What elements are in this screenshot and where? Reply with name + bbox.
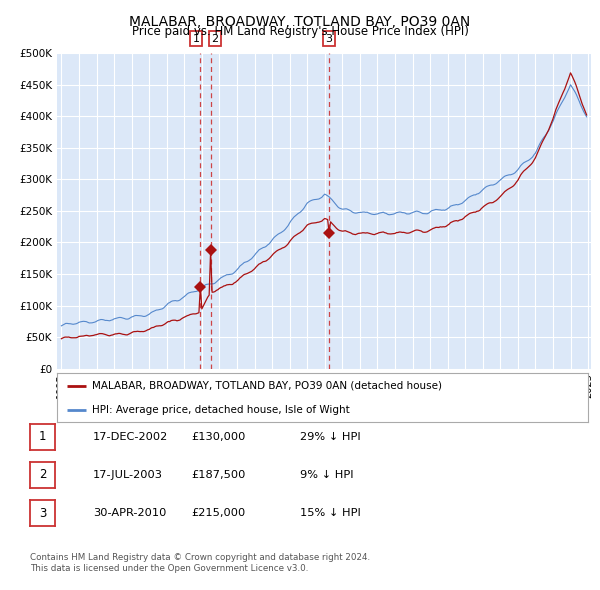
Text: 3: 3 bbox=[326, 34, 332, 44]
Text: £215,000: £215,000 bbox=[192, 509, 246, 518]
Text: 2: 2 bbox=[211, 34, 218, 44]
Text: Price paid vs. HM Land Registry's House Price Index (HPI): Price paid vs. HM Land Registry's House … bbox=[131, 25, 469, 38]
Text: 1: 1 bbox=[193, 34, 199, 44]
Text: 2: 2 bbox=[39, 468, 46, 481]
Text: 17-JUL-2003: 17-JUL-2003 bbox=[93, 470, 163, 480]
Text: HPI: Average price, detached house, Isle of Wight: HPI: Average price, detached house, Isle… bbox=[92, 405, 349, 415]
Text: 1: 1 bbox=[39, 430, 46, 443]
Text: MALABAR, BROADWAY, TOTLAND BAY, PO39 0AN: MALABAR, BROADWAY, TOTLAND BAY, PO39 0AN bbox=[130, 15, 470, 29]
Text: 29% ↓ HPI: 29% ↓ HPI bbox=[300, 432, 361, 441]
Text: 15% ↓ HPI: 15% ↓ HPI bbox=[300, 509, 361, 518]
Text: 9% ↓ HPI: 9% ↓ HPI bbox=[300, 470, 353, 480]
Text: 3: 3 bbox=[39, 507, 46, 520]
Text: This data is licensed under the Open Government Licence v3.0.: This data is licensed under the Open Gov… bbox=[30, 565, 308, 573]
Text: 30-APR-2010: 30-APR-2010 bbox=[93, 509, 166, 518]
Text: Contains HM Land Registry data © Crown copyright and database right 2024.: Contains HM Land Registry data © Crown c… bbox=[30, 553, 370, 562]
Text: MALABAR, BROADWAY, TOTLAND BAY, PO39 0AN (detached house): MALABAR, BROADWAY, TOTLAND BAY, PO39 0AN… bbox=[92, 381, 442, 391]
Text: £130,000: £130,000 bbox=[191, 432, 246, 441]
Text: £187,500: £187,500 bbox=[191, 470, 246, 480]
Text: 17-DEC-2002: 17-DEC-2002 bbox=[93, 432, 168, 441]
